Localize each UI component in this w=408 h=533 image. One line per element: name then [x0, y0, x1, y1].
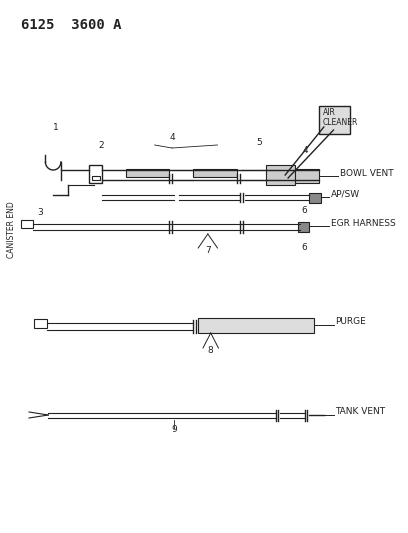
Text: AP/SW: AP/SW [330, 190, 360, 198]
Text: 3: 3 [38, 208, 44, 217]
Bar [92, 176, 100, 180]
Text: EGR HARNESS: EGR HARNESS [330, 219, 395, 228]
Text: 9: 9 [171, 425, 177, 434]
Text: 4: 4 [169, 133, 175, 142]
Bar [295, 169, 319, 183]
Bar [298, 222, 309, 232]
Text: 4: 4 [303, 146, 308, 155]
Text: 5: 5 [256, 138, 262, 147]
Text: TANK VENT: TANK VENT [335, 408, 386, 416]
Bar [34, 319, 47, 328]
Text: 6: 6 [302, 243, 307, 252]
Bar [198, 318, 314, 333]
Text: AIR
CLEANER: AIR CLEANER [323, 108, 358, 127]
Bar [89, 165, 102, 183]
Bar [193, 169, 237, 177]
Text: CANISTER END: CANISTER END [7, 201, 16, 259]
Text: 8: 8 [208, 346, 214, 355]
Text: 7: 7 [205, 246, 211, 255]
Text: BOWL VENT: BOWL VENT [340, 168, 394, 177]
Bar [319, 106, 350, 134]
Text: 2: 2 [99, 141, 104, 150]
Text: 6125  3600 A: 6125 3600 A [21, 18, 122, 32]
Text: 1: 1 [53, 123, 59, 132]
Text: 6: 6 [302, 206, 307, 215]
Bar [309, 193, 321, 203]
Bar [266, 165, 295, 185]
Bar [126, 169, 169, 177]
Text: PURGE: PURGE [335, 318, 366, 327]
Bar [21, 220, 33, 228]
